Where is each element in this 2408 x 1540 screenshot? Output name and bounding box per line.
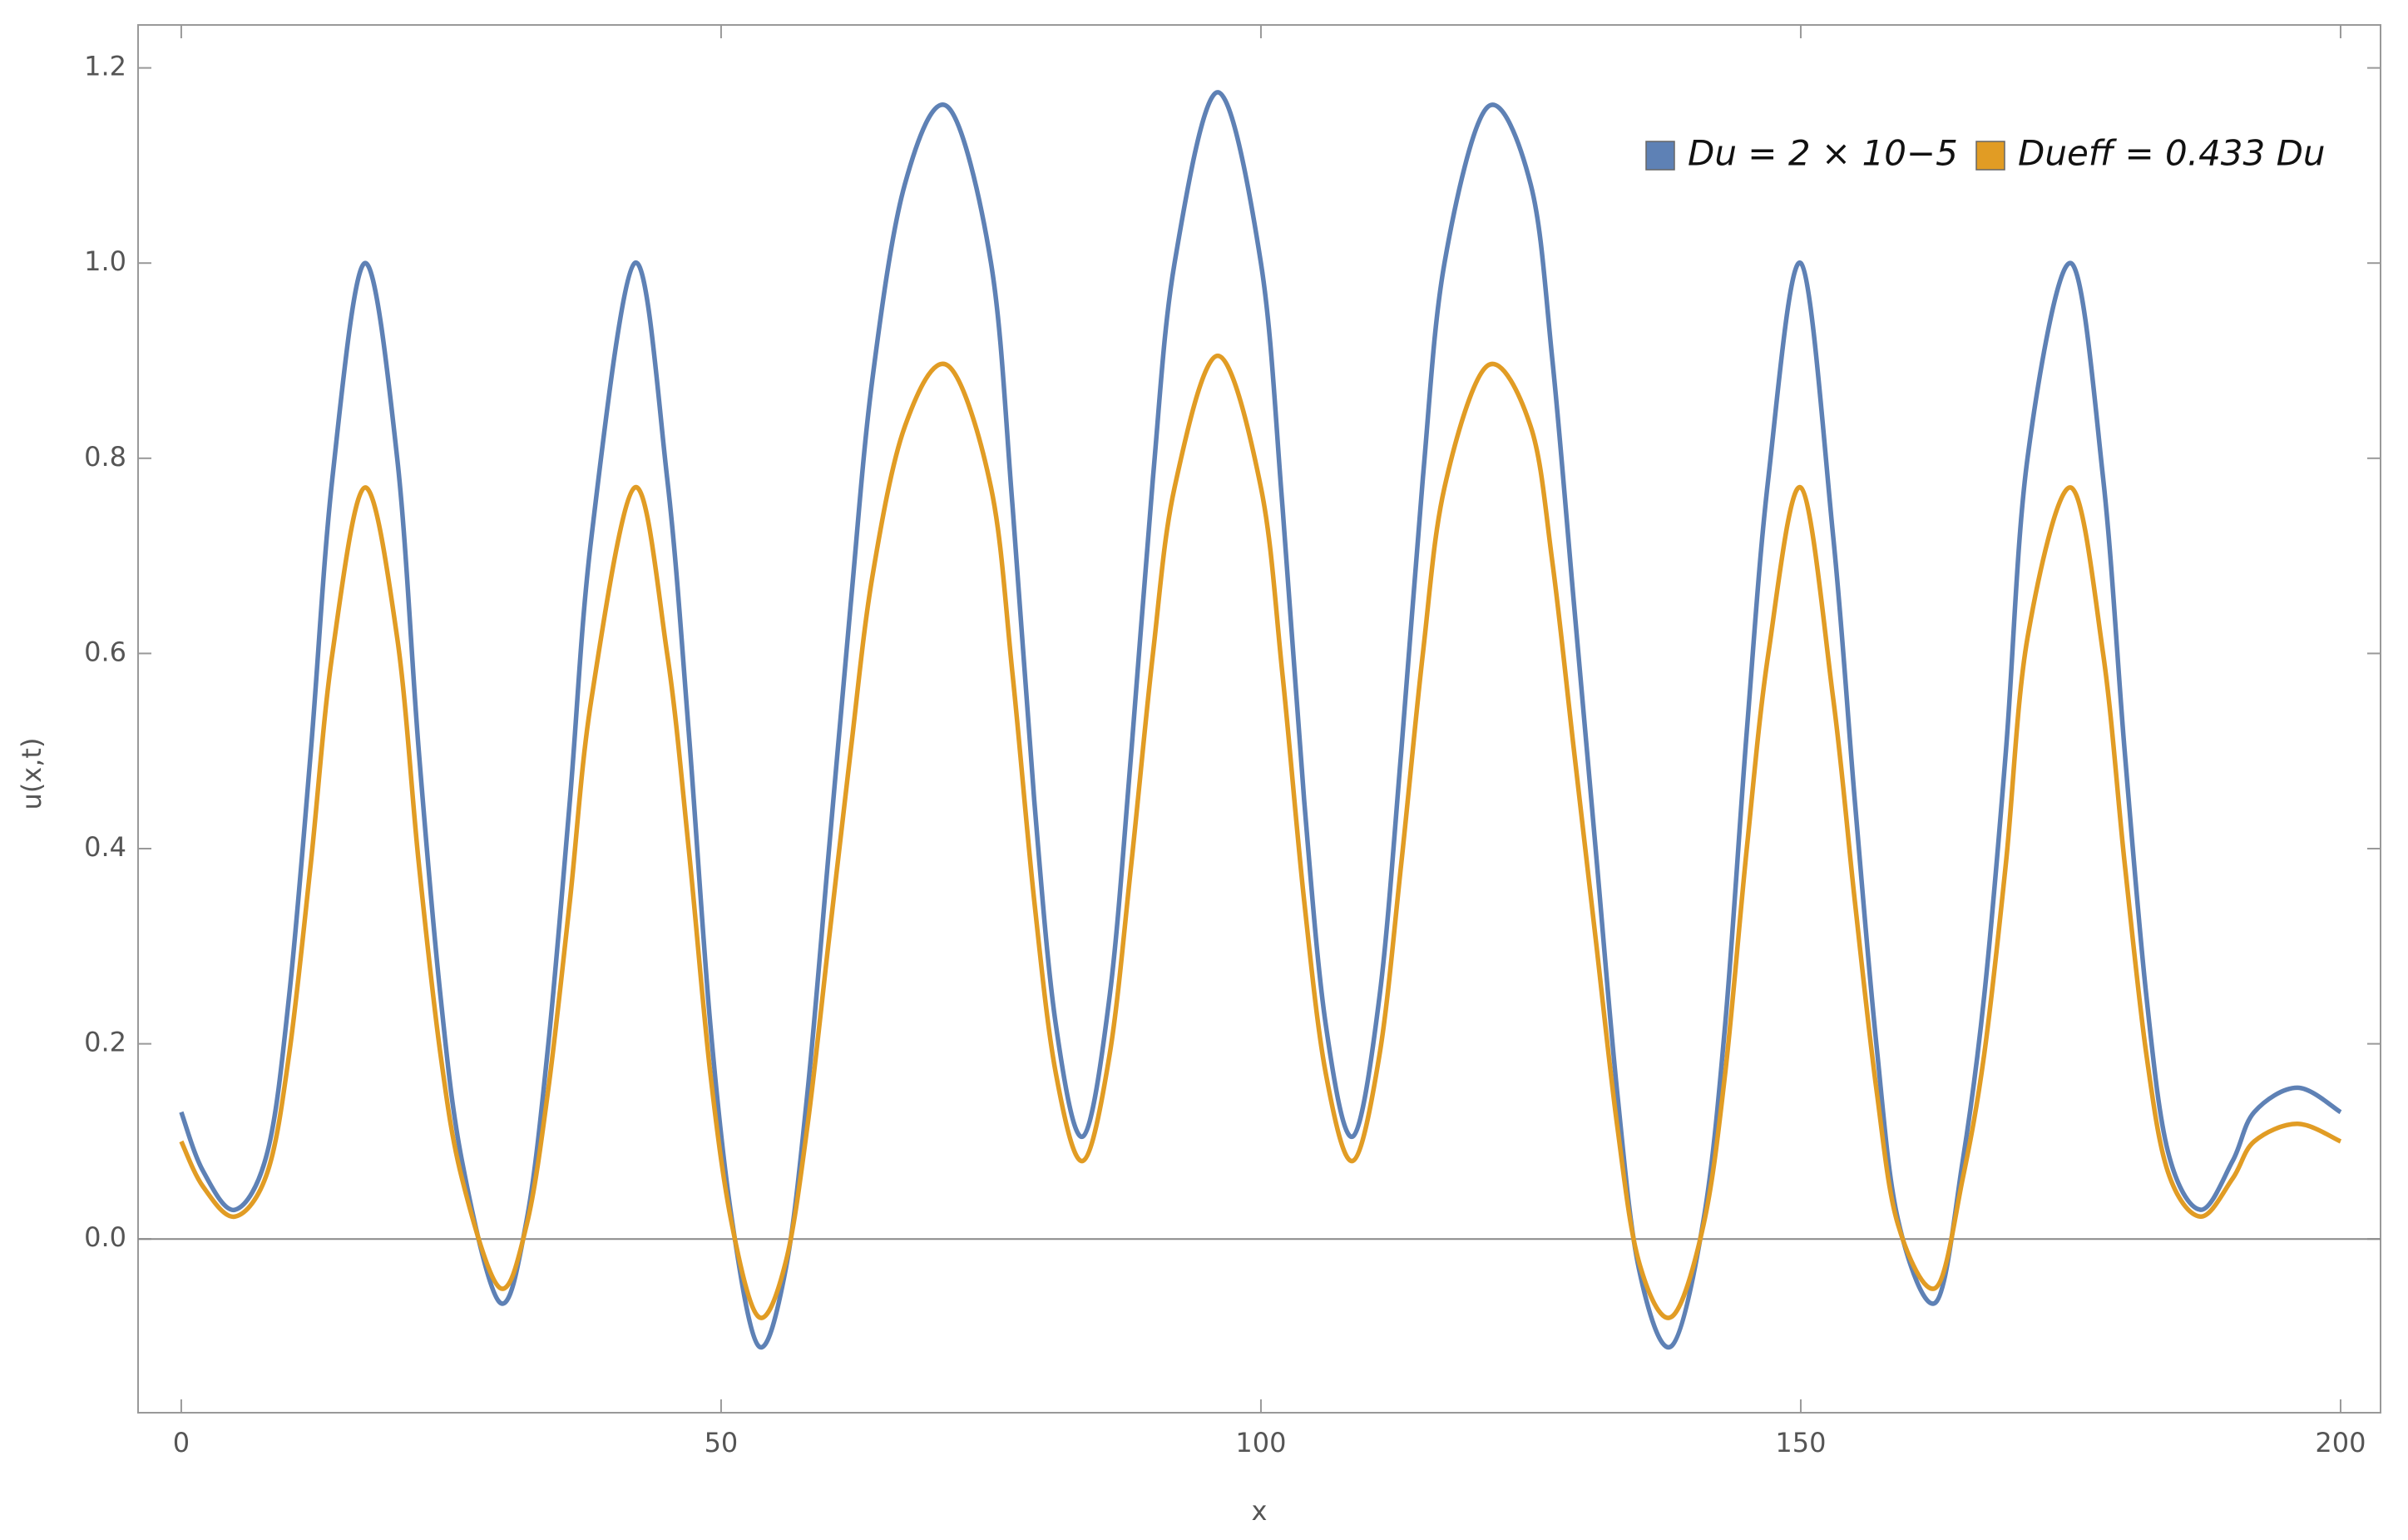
legend-swatch: [1645, 141, 1675, 171]
y-tick-label: 1.2: [84, 51, 126, 82]
x-tick-label: 0: [173, 1427, 190, 1458]
y-tick-label: 0.2: [84, 1027, 126, 1058]
plot-frame: [137, 24, 2381, 1414]
y-tick-label: 0.6: [84, 636, 126, 667]
y-tick-label: 1.0: [84, 245, 126, 277]
legend-swatch: [1975, 141, 2005, 171]
x-tick-label: 100: [1235, 1427, 1286, 1458]
series-line: [179, 353, 2342, 1320]
x-tick-label: 200: [2315, 1427, 2366, 1458]
x-tick-label: 150: [1775, 1427, 1826, 1458]
y-tick-label: 0.4: [84, 831, 126, 863]
legend-label: Du = 2 × 10−5: [1688, 133, 1958, 174]
y-axis-label: u(x,t): [16, 738, 47, 810]
x-tick-label: 50: [705, 1427, 739, 1458]
y-tick-label: 0.0: [84, 1221, 126, 1253]
legend-label: Dueff = 0.433 Du: [2018, 133, 2326, 174]
y-tick-label: 0.8: [84, 441, 126, 473]
x-axis-label: x: [1252, 1495, 1268, 1527]
